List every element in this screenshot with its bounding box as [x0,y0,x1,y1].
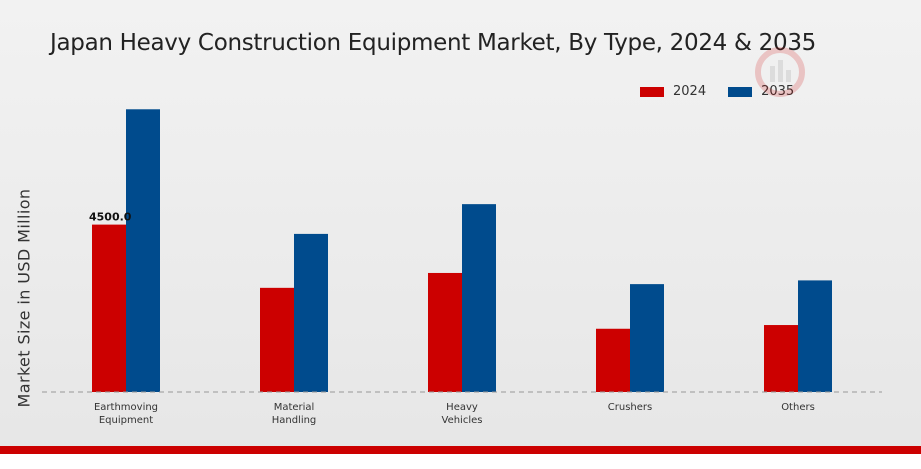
bar-2024-earthmoving-equipment [92,224,126,392]
legend-label-2024: 2024 [673,84,707,99]
legend-label-2035: 2035 [761,84,795,99]
bar-2035-crushers [630,284,664,392]
x-tick-label: Others [781,402,815,413]
bottom-bar [0,446,921,469]
bottom-accent-bar [0,446,921,454]
bar-2024-others [764,325,798,392]
bar-2024-heavy-vehicles [428,272,462,392]
bar-2035-earthmoving-equipment [126,109,160,392]
x-tick-label: Material Handling [272,402,317,426]
legend-swatch-2024 [640,86,664,97]
legend: 2024 2035 [640,84,816,99]
bar-2024-material-handling [260,287,294,392]
x-tick-label: Earthmoving Equipment [94,402,158,426]
chart-title: Japan Heavy Construction Equipment Marke… [50,30,817,56]
data-label: 4500.0 [89,211,132,224]
x-tick-label: Crushers [608,402,652,413]
bar-2035-heavy-vehicles [462,204,496,392]
legend-item-2024: 2024 [640,84,706,99]
bar-2035-others [798,280,832,392]
bar-2024-crushers [596,328,630,392]
legend-swatch-2035 [728,86,753,97]
legend-item-2035: 2035 [728,84,794,99]
bar-2035-material-handling [294,233,328,392]
x-tick-label: Heavy Vehicles [442,402,483,426]
watermark-logo [755,47,805,97]
